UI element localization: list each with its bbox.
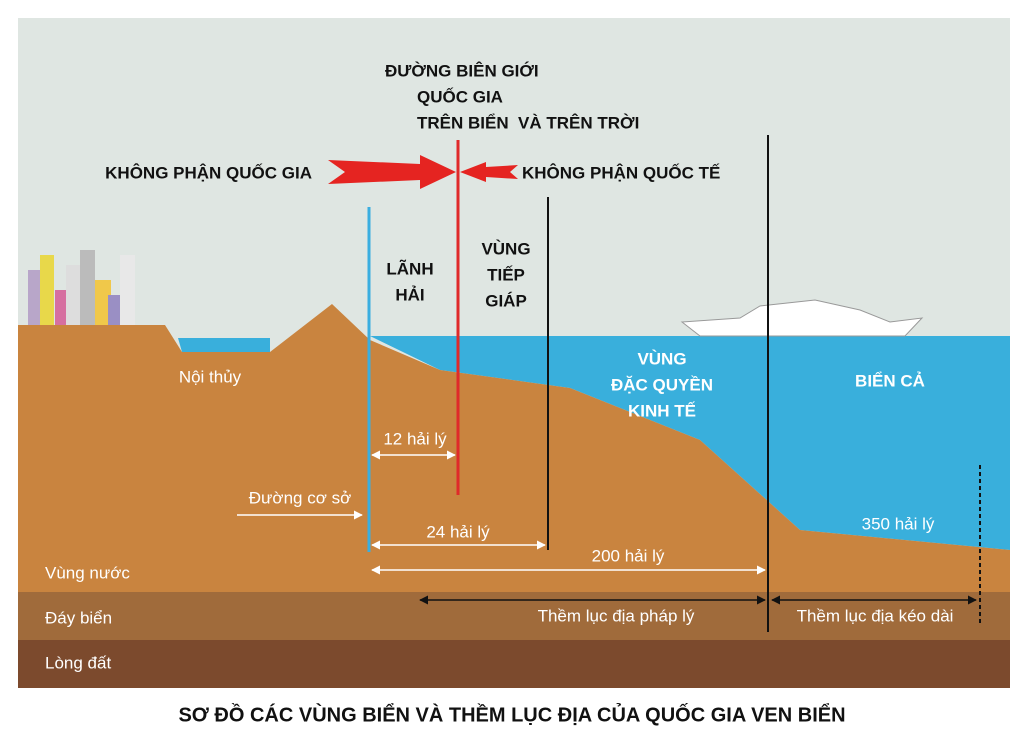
layer-label: Đáy biển [45,608,112,627]
zone-label: TIẾP [487,265,525,284]
zone-label: KINH TẾ [628,401,696,420]
border-label: ĐƯỜNG BIÊN GIỚI [385,61,539,80]
subsoil-layer [18,640,1010,688]
border-label: QUỐC GIA [417,86,503,106]
zone-label: ĐẶC QUYỀN [611,375,713,394]
ship [680,299,924,337]
border-label: TRÊN BIỂN VÀ TRÊN TRỜI [417,113,639,132]
zone-label: VÙNG [481,239,530,258]
zone-label: GIÁP [485,291,527,310]
distance-label: 200 hải lý [592,546,665,565]
zone-label: LÃNH [386,258,433,278]
internal-water [178,338,270,352]
title: SƠ ĐỒ CÁC VÙNG BIỂN VÀ THỀM LỤC ĐỊA CỦA … [178,702,845,726]
layer-label: Lòng đất [45,653,111,672]
zone-label: HẢI [395,285,424,304]
shelf-label: Thềm lục địa kéo dài [797,606,954,625]
ground [18,304,1010,592]
city [28,250,135,325]
distance-arrows [371,450,766,575]
airspace-label: KHÔNG PHẬN QUỐC TẾ [522,162,720,182]
sea [370,336,1010,550]
distance-label: 350 hải lý [862,514,935,533]
arrow-international [460,162,518,182]
shelf-label: Thềm lục địa pháp lý [538,606,695,625]
distance-label: 24 hải lý [426,522,490,541]
baseline-label: Đường cơ sở [249,488,351,507]
zone-label: VÙNG [637,349,686,368]
airspace-label: KHÔNG PHẬN QUỐC GIA [105,162,312,182]
arrow-national [328,155,456,189]
zone-label: Nội thủy [179,367,242,386]
layer-label: Vùng nước [45,563,130,582]
zone-label: BIỂN CẢ [855,371,925,390]
distance-label: 12 hải lý [383,429,447,448]
